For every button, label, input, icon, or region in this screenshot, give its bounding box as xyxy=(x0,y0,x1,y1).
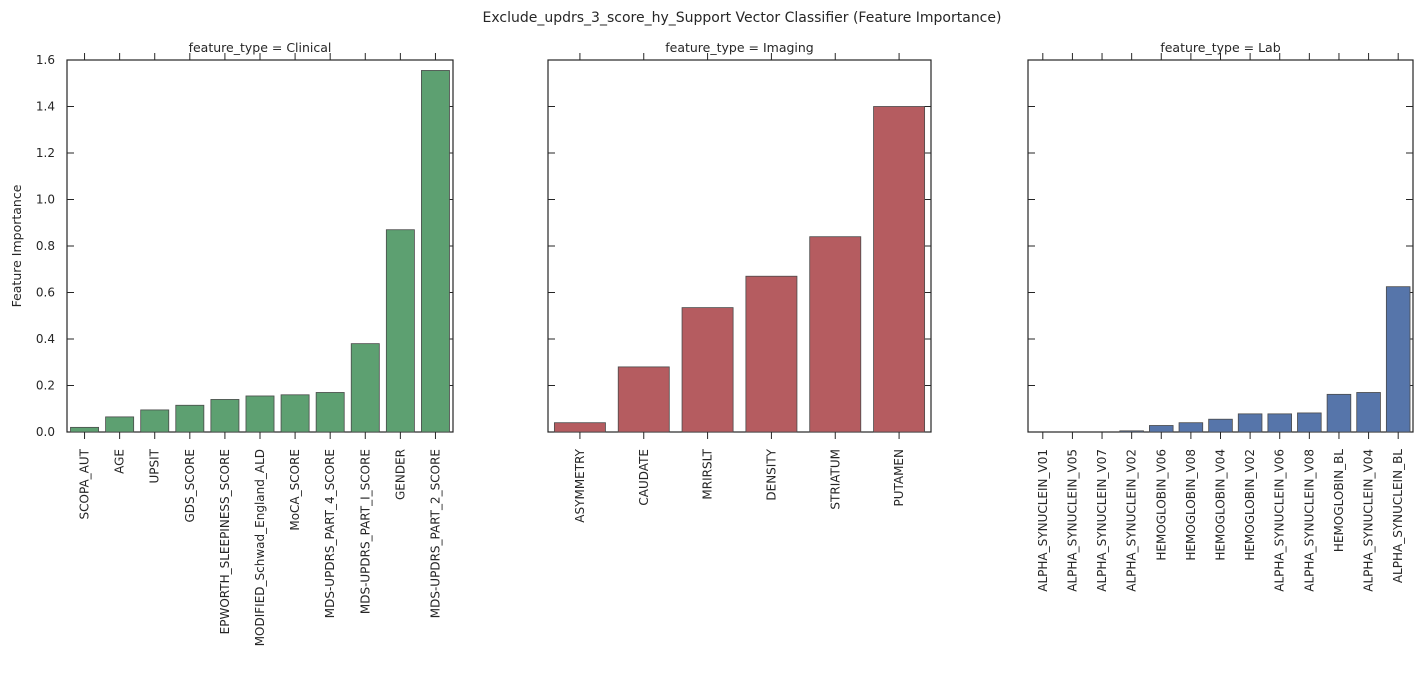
panel-title: feature_type = Lab xyxy=(1160,40,1280,55)
bar xyxy=(385,229,415,433)
x-tick-label: HEMOGLOBIN_V02 xyxy=(1243,449,1257,561)
x-tick-label: HEMOGLOBIN_V08 xyxy=(1184,449,1198,561)
panel-frame xyxy=(1027,59,1414,433)
y-tick-label: 1.2 xyxy=(36,146,55,160)
panel-1: ASYMMETRY CAUDATE MRIRSLT DENSITY STRIATUM PU… xyxy=(547,40,932,523)
x-tick-label: STRIATUM xyxy=(828,449,842,510)
bar xyxy=(315,392,345,433)
x-tick-label: HEMOGLOBIN_V06 xyxy=(1154,449,1168,561)
x-tick-label: ALPHA_SYNUCLEIN_V06 xyxy=(1273,449,1287,592)
bar xyxy=(70,426,99,433)
x-tick-label: MDS-UPDRS_PART_I_SCORE xyxy=(358,449,372,614)
x-tick-label: ALPHA_SYNUCLEIN_V05 xyxy=(1065,449,1079,592)
panel-2: ALPHA_SYNUCLEIN_V01 ALPHA_SYNUCLEIN_V05 AL… xyxy=(1027,40,1414,592)
x-tick-label: ALPHA_SYNUCLEIN_V01 xyxy=(1036,449,1050,592)
bar xyxy=(350,343,380,433)
x-tick-label: ALPHA_SYNUCLEIN_V02 xyxy=(1125,449,1139,592)
y-tick-label: 0.6 xyxy=(36,286,55,300)
panel-0: 0.0 0.2 0.4 0.6 0.8 1.0 1.2 1.4 1.6 SCOPA_AUT AGE U… xyxy=(36,40,454,646)
x-tick-label: MODIFIED_Schwad_England_ALD xyxy=(253,449,267,646)
y-axis-label: Feature Importance xyxy=(9,184,24,307)
bar xyxy=(1356,392,1381,433)
bar xyxy=(1297,412,1322,433)
chart-title: Exclude_updrs_3_score_hy_Support Vector … xyxy=(483,10,1002,26)
bar xyxy=(1326,393,1352,433)
x-tick-label: EPWORTH_SLEEPINESS_SCORE xyxy=(218,449,232,634)
bar xyxy=(873,106,926,433)
y-tick-label: 0.2 xyxy=(36,379,55,393)
x-tick-label: MRIRSLT xyxy=(701,448,715,499)
x-tick-label: MDS-UPDRS_PART_2_SCORE xyxy=(428,449,442,618)
y-tick-label: 0.4 xyxy=(36,332,55,346)
y-tick-label: 1.6 xyxy=(36,53,55,67)
y-tick-label: 1.4 xyxy=(36,100,55,114)
bar xyxy=(175,404,205,433)
x-tick-label: AGE xyxy=(113,449,127,474)
bar xyxy=(553,422,606,433)
bar xyxy=(1237,413,1263,433)
bar xyxy=(280,394,310,433)
bar xyxy=(1267,413,1292,433)
x-tick-label: SCOPA_AUT xyxy=(78,448,92,519)
bar xyxy=(1119,430,1144,433)
bar xyxy=(1178,422,1204,433)
x-tick-label: DENSITY xyxy=(764,448,778,500)
x-tick-label: UPSIT xyxy=(148,448,162,483)
y-tick-label: 1.0 xyxy=(36,193,55,207)
x-tick-label: HEMOGLOBIN_BL xyxy=(1332,449,1346,552)
x-tick-label: HEMOGLOBIN_V04 xyxy=(1214,449,1228,561)
x-tick-label: ALPHA_SYNUCLEIN_BL xyxy=(1391,449,1405,583)
bar xyxy=(245,395,275,433)
bar xyxy=(809,236,862,433)
bar xyxy=(421,70,450,433)
x-tick-label: CAUDATE xyxy=(637,449,651,506)
bar xyxy=(105,416,135,433)
panel-title: feature_type = Clinical xyxy=(189,40,332,55)
x-tick-label: ALPHA_SYNUCLEIN_V04 xyxy=(1362,449,1376,592)
bar xyxy=(140,409,170,433)
x-tick-label: GDS_SCORE xyxy=(183,449,197,523)
x-tick-label: PUTAMEN xyxy=(892,449,906,507)
x-tick-label: ALPHA_SYNUCLEIN_V08 xyxy=(1302,449,1316,592)
bar xyxy=(617,366,670,433)
panels: 0.0 0.2 0.4 0.6 0.8 1.0 1.2 1.4 1.6 SCOPA_AUT AGE U… xyxy=(36,40,1414,646)
y-tick-label: 0.8 xyxy=(36,239,55,253)
y-tick-label: 0.0 xyxy=(36,425,55,439)
bar xyxy=(1208,418,1233,433)
bar xyxy=(745,275,798,433)
x-tick-label: ALPHA_SYNUCLEIN_V07 xyxy=(1095,449,1109,592)
panel-title: feature_type = Imaging xyxy=(665,40,814,55)
x-tick-label: GENDER xyxy=(393,449,407,500)
x-tick-label: MoCA_SCORE xyxy=(288,449,302,531)
bar xyxy=(1385,286,1411,433)
bar xyxy=(210,399,240,433)
x-tick-label: MDS-UPDRS_PART_4_SCORE xyxy=(323,449,337,618)
bar xyxy=(681,307,734,433)
x-tick-label: ASYMMETRY xyxy=(573,448,587,522)
bar xyxy=(1149,425,1174,433)
